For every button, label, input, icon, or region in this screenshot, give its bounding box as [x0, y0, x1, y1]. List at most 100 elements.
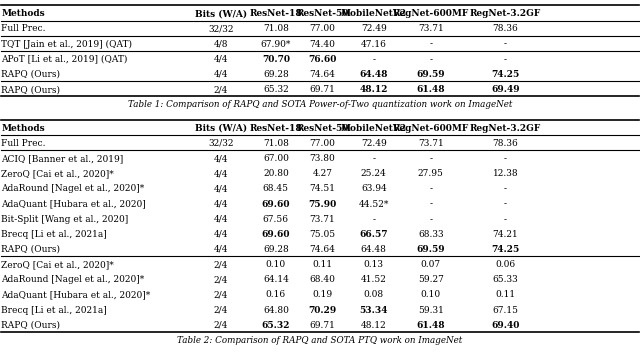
Text: Brecq [Li et al., 2021a]: Brecq [Li et al., 2021a] [1, 306, 107, 315]
Text: 64.48: 64.48 [360, 70, 388, 79]
Text: 65.32: 65.32 [263, 85, 289, 94]
Text: -: - [504, 200, 507, 209]
Text: 0.11: 0.11 [495, 291, 516, 300]
Text: 78.36: 78.36 [493, 25, 518, 34]
Text: AdaRound [Nagel et al., 2020]*: AdaRound [Nagel et al., 2020]* [1, 275, 145, 284]
Text: ResNet-50: ResNet-50 [296, 124, 349, 133]
Text: 74.25: 74.25 [492, 245, 520, 254]
Text: 2/4: 2/4 [214, 85, 228, 94]
Text: 4.27: 4.27 [312, 169, 333, 178]
Text: Methods: Methods [1, 124, 45, 133]
Text: 53.34: 53.34 [360, 306, 388, 315]
Text: 48.12: 48.12 [360, 85, 388, 94]
Text: 68.45: 68.45 [263, 184, 289, 193]
Text: 68.33: 68.33 [418, 230, 444, 239]
Text: 69.59: 69.59 [417, 70, 445, 79]
Text: 70.29: 70.29 [308, 306, 337, 315]
Text: 59.27: 59.27 [418, 275, 444, 284]
Text: 0.16: 0.16 [266, 291, 286, 300]
Text: 74.64: 74.64 [310, 245, 335, 254]
Text: Table 2: Comparison of RAPQ and SOTA PTQ work on ImageNet: Table 2: Comparison of RAPQ and SOTA PTQ… [177, 336, 463, 345]
Text: -: - [504, 184, 507, 193]
Text: 66.57: 66.57 [360, 230, 388, 239]
Text: 69.28: 69.28 [263, 245, 289, 254]
Text: 73.71: 73.71 [418, 139, 444, 148]
Text: RAPQ (Ours): RAPQ (Ours) [1, 85, 60, 94]
Text: 2/4: 2/4 [214, 260, 228, 269]
Text: 61.48: 61.48 [417, 85, 445, 94]
Text: 4/4: 4/4 [214, 230, 228, 239]
Text: 0.11: 0.11 [312, 260, 333, 269]
Text: 0.10: 0.10 [266, 260, 286, 269]
Text: RAPQ (Ours): RAPQ (Ours) [1, 321, 60, 330]
Text: 63.94: 63.94 [361, 184, 387, 193]
Text: 2/4: 2/4 [214, 291, 228, 300]
Text: 71.08: 71.08 [263, 25, 289, 34]
Text: Full Prec.: Full Prec. [1, 139, 46, 148]
Text: RAPQ (Ours): RAPQ (Ours) [1, 245, 60, 254]
Text: 12.38: 12.38 [493, 169, 518, 178]
Text: 69.71: 69.71 [310, 321, 335, 330]
Text: 0.07: 0.07 [420, 260, 441, 269]
Text: AdaQuant [Hubara et al., 2020]*: AdaQuant [Hubara et al., 2020]* [1, 291, 150, 300]
Text: 74.21: 74.21 [493, 230, 518, 239]
Text: 73.80: 73.80 [310, 154, 335, 163]
Text: -: - [429, 154, 432, 163]
Text: -: - [504, 40, 507, 49]
Text: 74.51: 74.51 [310, 184, 335, 193]
Text: ZeroQ [Cai et al., 2020]*: ZeroQ [Cai et al., 2020]* [1, 260, 114, 269]
Text: 71.08: 71.08 [263, 139, 289, 148]
Text: 48.12: 48.12 [361, 321, 387, 330]
Text: 67.90*: 67.90* [260, 40, 291, 49]
Text: 4/4: 4/4 [214, 200, 228, 209]
Text: ACIQ [Banner et al., 2019]: ACIQ [Banner et al., 2019] [1, 154, 124, 163]
Text: 32/32: 32/32 [208, 139, 234, 148]
Text: -: - [429, 200, 432, 209]
Text: 69.59: 69.59 [417, 245, 445, 254]
Text: 25.24: 25.24 [361, 169, 387, 178]
Text: 74.64: 74.64 [310, 70, 335, 79]
Text: 41.52: 41.52 [361, 275, 387, 284]
Text: AdaRound [Nagel et al., 2020]*: AdaRound [Nagel et al., 2020]* [1, 184, 145, 193]
Text: 69.60: 69.60 [262, 230, 290, 239]
Text: 2/4: 2/4 [214, 275, 228, 284]
Text: -: - [429, 184, 432, 193]
Text: 64.48: 64.48 [361, 245, 387, 254]
Text: RegNet-3.2GF: RegNet-3.2GF [470, 124, 541, 133]
Text: RegNet-600MF: RegNet-600MF [392, 9, 469, 18]
Text: -: - [429, 55, 432, 64]
Text: Table 1: Comparison of RAPQ and SOTA Power-of-Two quantization work on ImageNet: Table 1: Comparison of RAPQ and SOTA Pow… [128, 100, 512, 109]
Text: ZeroQ [Cai et al., 2020]*: ZeroQ [Cai et al., 2020]* [1, 169, 114, 178]
Text: 77.00: 77.00 [310, 25, 335, 34]
Text: 0.13: 0.13 [364, 260, 384, 269]
Text: RAPQ (Ours): RAPQ (Ours) [1, 70, 60, 79]
Text: 78.36: 78.36 [493, 139, 518, 148]
Text: 27.95: 27.95 [418, 169, 444, 178]
Text: -: - [504, 55, 507, 64]
Text: Full Prec.: Full Prec. [1, 25, 46, 34]
Text: RegNet-3.2GF: RegNet-3.2GF [470, 9, 541, 18]
Text: 2/4: 2/4 [214, 306, 228, 315]
Text: 61.48: 61.48 [417, 321, 445, 330]
Text: 47.16: 47.16 [361, 40, 387, 49]
Text: 73.71: 73.71 [310, 215, 335, 224]
Text: Bits (W/A): Bits (W/A) [195, 124, 247, 133]
Text: 44.52*: 44.52* [358, 200, 389, 209]
Text: 74.25: 74.25 [492, 70, 520, 79]
Text: -: - [372, 55, 375, 64]
Text: -: - [372, 215, 375, 224]
Text: 0.19: 0.19 [312, 291, 333, 300]
Text: 64.80: 64.80 [263, 306, 289, 315]
Text: 75.90: 75.90 [308, 200, 337, 209]
Text: ResNet-18: ResNet-18 [250, 9, 302, 18]
Text: 4/4: 4/4 [214, 169, 228, 178]
Text: ResNet-50: ResNet-50 [296, 9, 349, 18]
Text: 4/4: 4/4 [214, 245, 228, 254]
Text: 2/4: 2/4 [214, 321, 228, 330]
Text: 32/32: 32/32 [208, 25, 234, 34]
Text: -: - [504, 215, 507, 224]
Text: 67.00: 67.00 [263, 154, 289, 163]
Text: 4/8: 4/8 [214, 40, 228, 49]
Text: -: - [429, 40, 432, 49]
Text: APoT [Li et al., 2019] (QAT): APoT [Li et al., 2019] (QAT) [1, 55, 127, 64]
